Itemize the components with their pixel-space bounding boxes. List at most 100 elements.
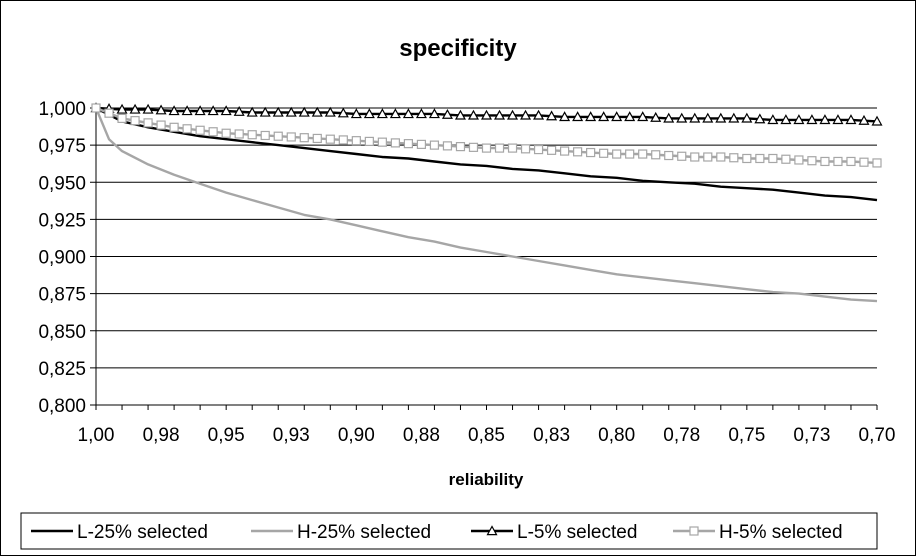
data-point	[402, 108, 414, 119]
data-point	[586, 147, 596, 158]
data-point	[754, 113, 766, 124]
data-point	[260, 130, 270, 141]
x-tick-label: 0,90	[338, 425, 375, 446]
data-point	[194, 105, 206, 116]
x-tick-label: 0,83	[533, 425, 570, 446]
data-point	[598, 111, 610, 122]
x-tick-label: 0,98	[143, 425, 180, 446]
data-point	[481, 143, 492, 153]
data-point	[494, 143, 505, 153]
x-tick-label: 0,85	[468, 425, 505, 446]
data-point	[650, 111, 662, 122]
x-tick-label: 0,78	[663, 425, 700, 446]
data-point	[807, 156, 817, 166]
legend-marker	[486, 525, 498, 536]
data-point	[389, 108, 401, 119]
x-tick-label: 1,00	[78, 425, 115, 446]
legend-label: H-25% selected	[297, 522, 431, 543]
data-point	[351, 136, 361, 146]
data-point	[703, 152, 713, 162]
data-point	[169, 122, 179, 132]
legend-label: H-5% selected	[719, 522, 843, 543]
data-point	[768, 153, 778, 164]
data-point	[663, 112, 675, 123]
x-tick-label: 0,70	[859, 425, 896, 446]
data-point	[625, 149, 635, 159]
data-point	[259, 106, 271, 117]
chart-title: specificity	[399, 35, 517, 62]
series-line	[94, 107, 878, 303]
data-point	[585, 111, 597, 122]
data-point	[324, 106, 336, 117]
data-point	[129, 103, 141, 114]
data-point	[480, 109, 493, 120]
data-point	[455, 142, 466, 152]
data-point	[638, 149, 648, 159]
data-point	[168, 105, 180, 116]
data-point	[690, 152, 700, 162]
data-point	[285, 106, 297, 117]
x-tick-label: 0,88	[403, 425, 440, 446]
data-point	[689, 112, 701, 123]
data-point	[833, 156, 843, 167]
data-point	[806, 114, 818, 125]
data-point	[493, 109, 506, 120]
data-point	[454, 109, 466, 120]
data-point	[377, 137, 387, 147]
data-point	[299, 133, 309, 143]
data-point	[233, 105, 245, 116]
data-point	[403, 139, 413, 149]
x-tick-label: 0,75	[728, 425, 765, 446]
data-point	[846, 156, 856, 167]
data-point	[338, 135, 348, 145]
data-point	[820, 156, 830, 167]
data-point	[312, 133, 322, 144]
series-lines	[94, 106, 878, 303]
data-point	[143, 118, 153, 128]
data-point	[247, 130, 257, 140]
data-point	[428, 108, 440, 119]
x-tick-label: 0,95	[208, 425, 245, 446]
data-point	[676, 112, 688, 123]
data-point	[468, 142, 479, 152]
data-point	[286, 132, 296, 142]
data-point	[872, 158, 882, 168]
data-point	[155, 104, 167, 115]
data-point	[858, 114, 870, 125]
data-point	[272, 106, 284, 117]
data-point	[390, 138, 400, 148]
data-point	[415, 108, 427, 119]
y-tick-label: 0,825	[38, 359, 86, 380]
data-point	[416, 139, 427, 149]
data-point	[441, 108, 453, 119]
x-axis-title: reliability	[449, 470, 524, 489]
data-point	[156, 120, 166, 130]
legend-marker	[689, 526, 699, 536]
axes: 0,800 0,825 0,850 0,875 0,900 0,925 0,950 0,975…	[38, 99, 895, 446]
data-point	[611, 111, 623, 122]
data-point	[871, 115, 883, 126]
y-tick-label: 0,800	[38, 396, 86, 417]
data-point	[507, 109, 519, 120]
data-point	[599, 148, 609, 158]
data-point	[273, 131, 283, 141]
data-point	[741, 112, 753, 123]
data-point	[311, 106, 323, 117]
data-point	[246, 106, 258, 117]
data-point	[350, 108, 362, 119]
data-point	[221, 128, 231, 138]
data-point	[467, 109, 480, 120]
data-point	[546, 110, 558, 121]
y-tick-label: 0,950	[38, 173, 86, 194]
data-point	[298, 106, 310, 117]
data-point	[376, 108, 388, 119]
data-point	[546, 145, 557, 155]
data-point	[677, 151, 687, 161]
y-tick-label: 0,875	[38, 285, 86, 306]
data-point	[573, 147, 583, 157]
data-point	[142, 103, 154, 114]
data-point	[234, 129, 244, 139]
data-point	[363, 108, 375, 119]
